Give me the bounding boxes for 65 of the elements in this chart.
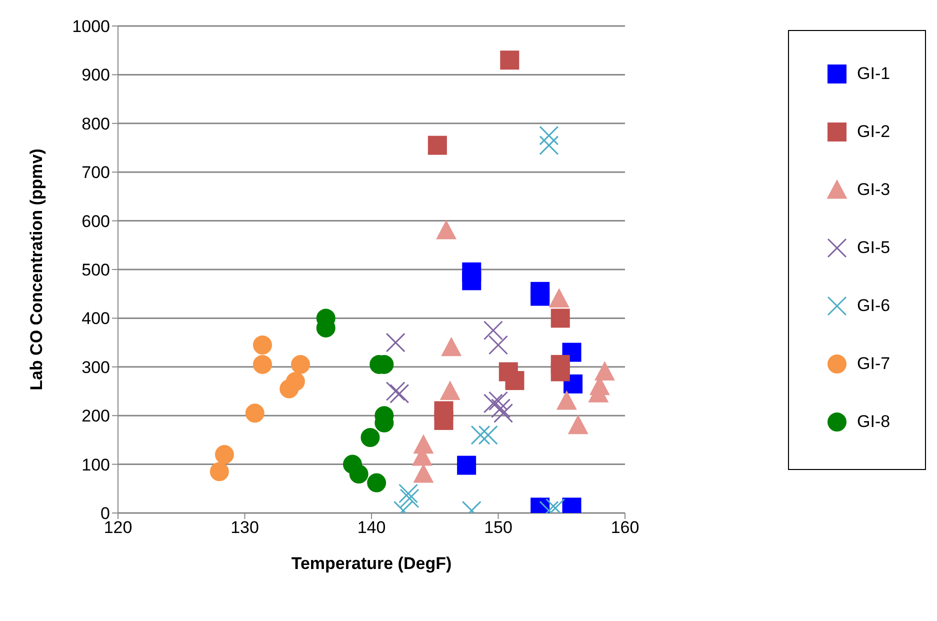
point bbox=[442, 338, 462, 356]
point bbox=[386, 332, 406, 352]
x-axis-title: Temperature (DegF) bbox=[291, 554, 452, 573]
point bbox=[386, 382, 406, 401]
point bbox=[594, 362, 614, 381]
point bbox=[539, 126, 559, 146]
x-tick-label: 140 bbox=[357, 518, 386, 538]
point bbox=[252, 354, 272, 374]
point bbox=[530, 282, 550, 301]
point bbox=[214, 445, 234, 464]
point bbox=[550, 308, 570, 328]
x-tick-label: 130 bbox=[230, 518, 259, 538]
point bbox=[291, 354, 310, 374]
point bbox=[550, 354, 570, 374]
point bbox=[478, 425, 498, 445]
y-tick-label: 1000 bbox=[72, 17, 110, 36]
point bbox=[436, 220, 456, 240]
point bbox=[428, 136, 447, 155]
y-axis-title: Lab CO Concentration (ppmv) bbox=[27, 148, 46, 390]
point bbox=[568, 416, 588, 434]
point bbox=[367, 473, 386, 492]
point bbox=[286, 372, 305, 392]
x-tick-label: 150 bbox=[484, 518, 512, 538]
y-tick-label: 100 bbox=[82, 455, 110, 474]
point bbox=[245, 404, 264, 423]
y-tick-label: 500 bbox=[82, 260, 110, 280]
legend-label: GI-3 bbox=[857, 180, 890, 200]
point bbox=[491, 398, 511, 418]
point bbox=[457, 456, 476, 475]
legend-label: GI-7 bbox=[857, 354, 890, 374]
point bbox=[360, 428, 380, 448]
y-tick-label: 700 bbox=[82, 163, 110, 182]
legend-label: GI-2 bbox=[857, 122, 890, 142]
point bbox=[483, 320, 503, 340]
point bbox=[440, 382, 460, 400]
legend-label: GI-8 bbox=[857, 412, 890, 432]
point bbox=[434, 401, 454, 420]
point bbox=[400, 488, 420, 508]
point bbox=[210, 462, 229, 482]
y-tick-label: 300 bbox=[82, 358, 110, 377]
x-tick-label: 160 bbox=[610, 518, 640, 538]
legend-label: GI-1 bbox=[857, 64, 890, 84]
y-tick-label: 600 bbox=[82, 212, 110, 231]
legend-label: GI-6 bbox=[857, 296, 890, 316]
y-tick-label: 200 bbox=[82, 406, 110, 426]
point bbox=[398, 484, 418, 504]
point bbox=[483, 394, 503, 414]
point bbox=[252, 335, 272, 354]
x-tick-label: 120 bbox=[104, 518, 132, 538]
point bbox=[549, 288, 569, 308]
y-tick-label: 900 bbox=[82, 66, 110, 85]
point bbox=[390, 384, 410, 404]
point bbox=[488, 335, 508, 355]
legend-label: GI-5 bbox=[857, 238, 890, 258]
point bbox=[462, 262, 482, 282]
point bbox=[500, 50, 520, 70]
point bbox=[494, 403, 514, 423]
point bbox=[470, 425, 490, 445]
point bbox=[488, 391, 508, 411]
point bbox=[414, 464, 434, 483]
point bbox=[556, 391, 576, 410]
point bbox=[349, 464, 368, 484]
y-tick-label: 400 bbox=[82, 309, 110, 328]
y-tick-label: 800 bbox=[82, 114, 110, 134]
point bbox=[539, 136, 559, 156]
